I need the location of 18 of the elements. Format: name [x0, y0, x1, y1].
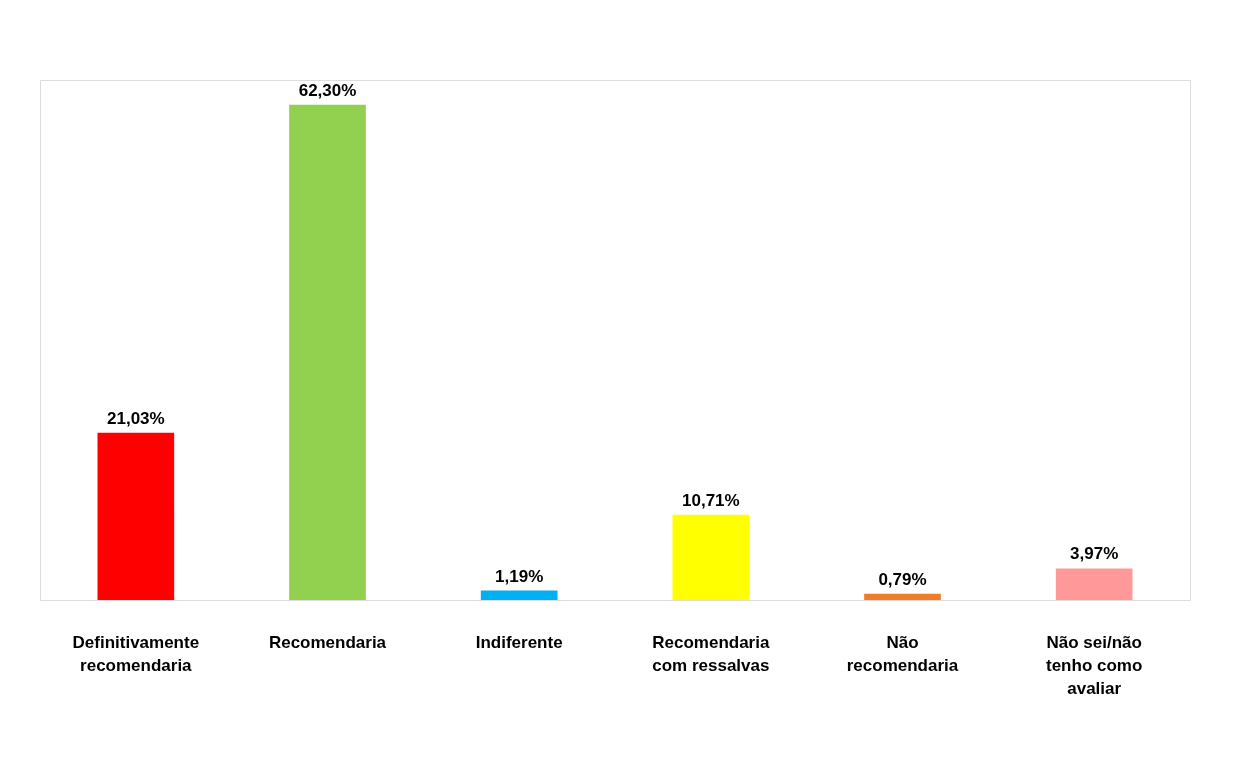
data-label: 21,03% — [107, 408, 165, 428]
data-label: 0,79% — [878, 569, 927, 589]
x-tick-label: Não sei/não tenho como avaliar — [1045, 633, 1143, 698]
data-label: 1,19% — [495, 566, 544, 586]
bar — [1055, 568, 1133, 600]
bar — [97, 432, 175, 600]
bar — [864, 593, 941, 600]
x-tick-label: Não recomendaria — [846, 633, 959, 675]
bar — [289, 104, 366, 600]
x-tick-label: Recomendaria — [268, 633, 387, 652]
x-tick-label: Recomendaria com ressalvas — [652, 633, 770, 675]
x-tick-label: Definitivamente recomendaria — [72, 633, 200, 675]
data-label: 10,71% — [682, 490, 740, 510]
bar — [672, 514, 750, 600]
data-label: 3,97% — [1070, 544, 1119, 564]
x-tick-label: Indiferente — [475, 633, 563, 652]
bar — [480, 590, 558, 600]
data-label: 62,30% — [298, 80, 357, 100]
